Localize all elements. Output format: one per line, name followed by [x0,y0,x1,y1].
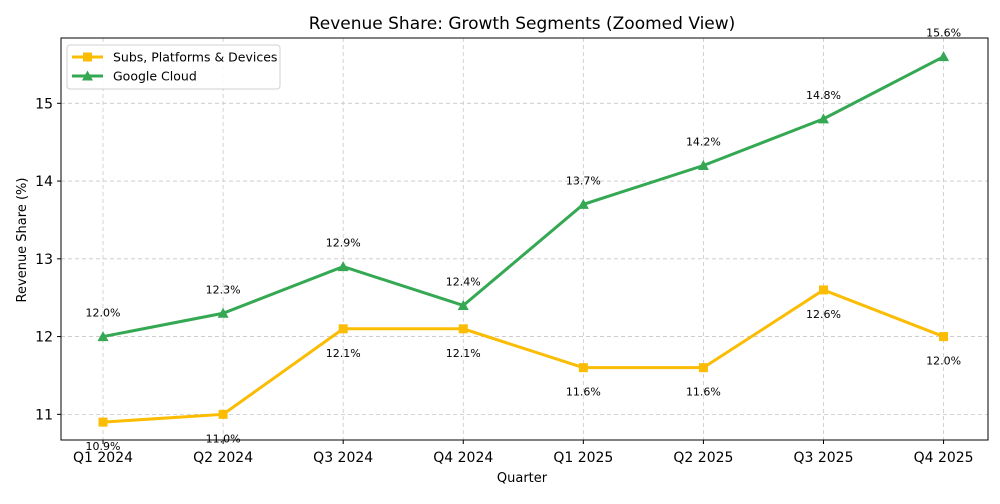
data-label: 15.6% [926,27,961,40]
grid [61,38,988,440]
data-label: 12.9% [326,237,361,250]
data-label: 12.1% [326,347,361,360]
data-label: 11.0% [206,432,241,445]
x-tick-label: Q3 2025 [793,450,853,466]
data-label: 12.0% [926,355,961,368]
data-label: 11.6% [686,386,721,399]
data-label: 11.6% [566,386,601,399]
legend-label: Subs, Platforms & Devices [113,50,277,65]
legend-box [66,44,281,90]
square-marker [458,324,468,334]
triangle-marker [457,299,469,310]
legend: Subs, Platforms & Devices Google Cloud [66,44,281,90]
data-label: 10.9% [86,440,121,453]
axes: Q1 2024 Q2 2024 Q3 2024 Q4 2024 Q1 2025 Q2 20… [35,37,989,466]
square-marker [939,332,949,342]
series-google-cloud: 12.0% 12.3% 12.9% 12.4% 13.7% 14.2% 14.8% 15.6% [86,27,961,342]
square-marker [818,285,828,295]
x-axis-label: Quarter [497,471,548,486]
y-tick-label: 14 [35,174,53,190]
square-marker [218,409,228,419]
series-line [102,288,945,424]
chart-title: Revenue Share: Growth Segments (Zoomed V… [309,14,736,34]
plot-frame [60,37,989,441]
triangle-marker [577,198,589,209]
x-tick-label: Q1 2025 [553,450,613,466]
square-marker [338,324,348,334]
y-tick-label: 11 [35,407,53,423]
square-marker [83,52,92,62]
square-marker [698,363,708,373]
triangle-marker [938,51,950,62]
series-subs-platforms-devices: 10.9% 11.0% 12.1% 12.1% 11.6% 11.6% 12.6% 12.0% [86,285,961,453]
square-marker [578,363,588,373]
y-axis-label: Revenue Share (%) [15,178,30,303]
x-tick-label: Q3 2024 [313,450,373,466]
x-tick-label: Q4 2025 [914,450,974,466]
series-group: 10.9%11.0%12.1% 12.1%11.6% 11.6%12.6%12.0%… [86,27,961,453]
x-tick-label: Q2 2024 [193,450,253,466]
data-label: 12.3% [206,283,241,296]
series-line [102,55,945,339]
triangle-marker [817,113,829,124]
triangle-marker [97,331,109,342]
data-label: 14.8% [806,89,841,102]
x-tick-label: Q4 2024 [433,450,493,466]
data-label: 13.7% [566,174,601,187]
data-label: 14.2% [686,136,721,149]
data-label: 12.0% [86,307,121,320]
y-tick-label: 12 [35,330,53,346]
triangle-marker [697,160,709,171]
data-label: 12.6% [806,308,841,321]
y-tick-label: 15 [35,96,53,112]
legend-label: Google Cloud [113,69,197,84]
square-marker [98,417,108,427]
data-label: 12.4% [446,275,481,288]
triangle-marker [337,261,349,272]
x-tick-label: Q2 2025 [673,450,733,466]
x-tick-label: Q1 2024 [73,450,133,466]
data-label: 12.1% [446,347,481,360]
triangle-marker [217,307,229,318]
triangle-marker [82,70,93,81]
y-tick-label: 13 [35,252,53,268]
